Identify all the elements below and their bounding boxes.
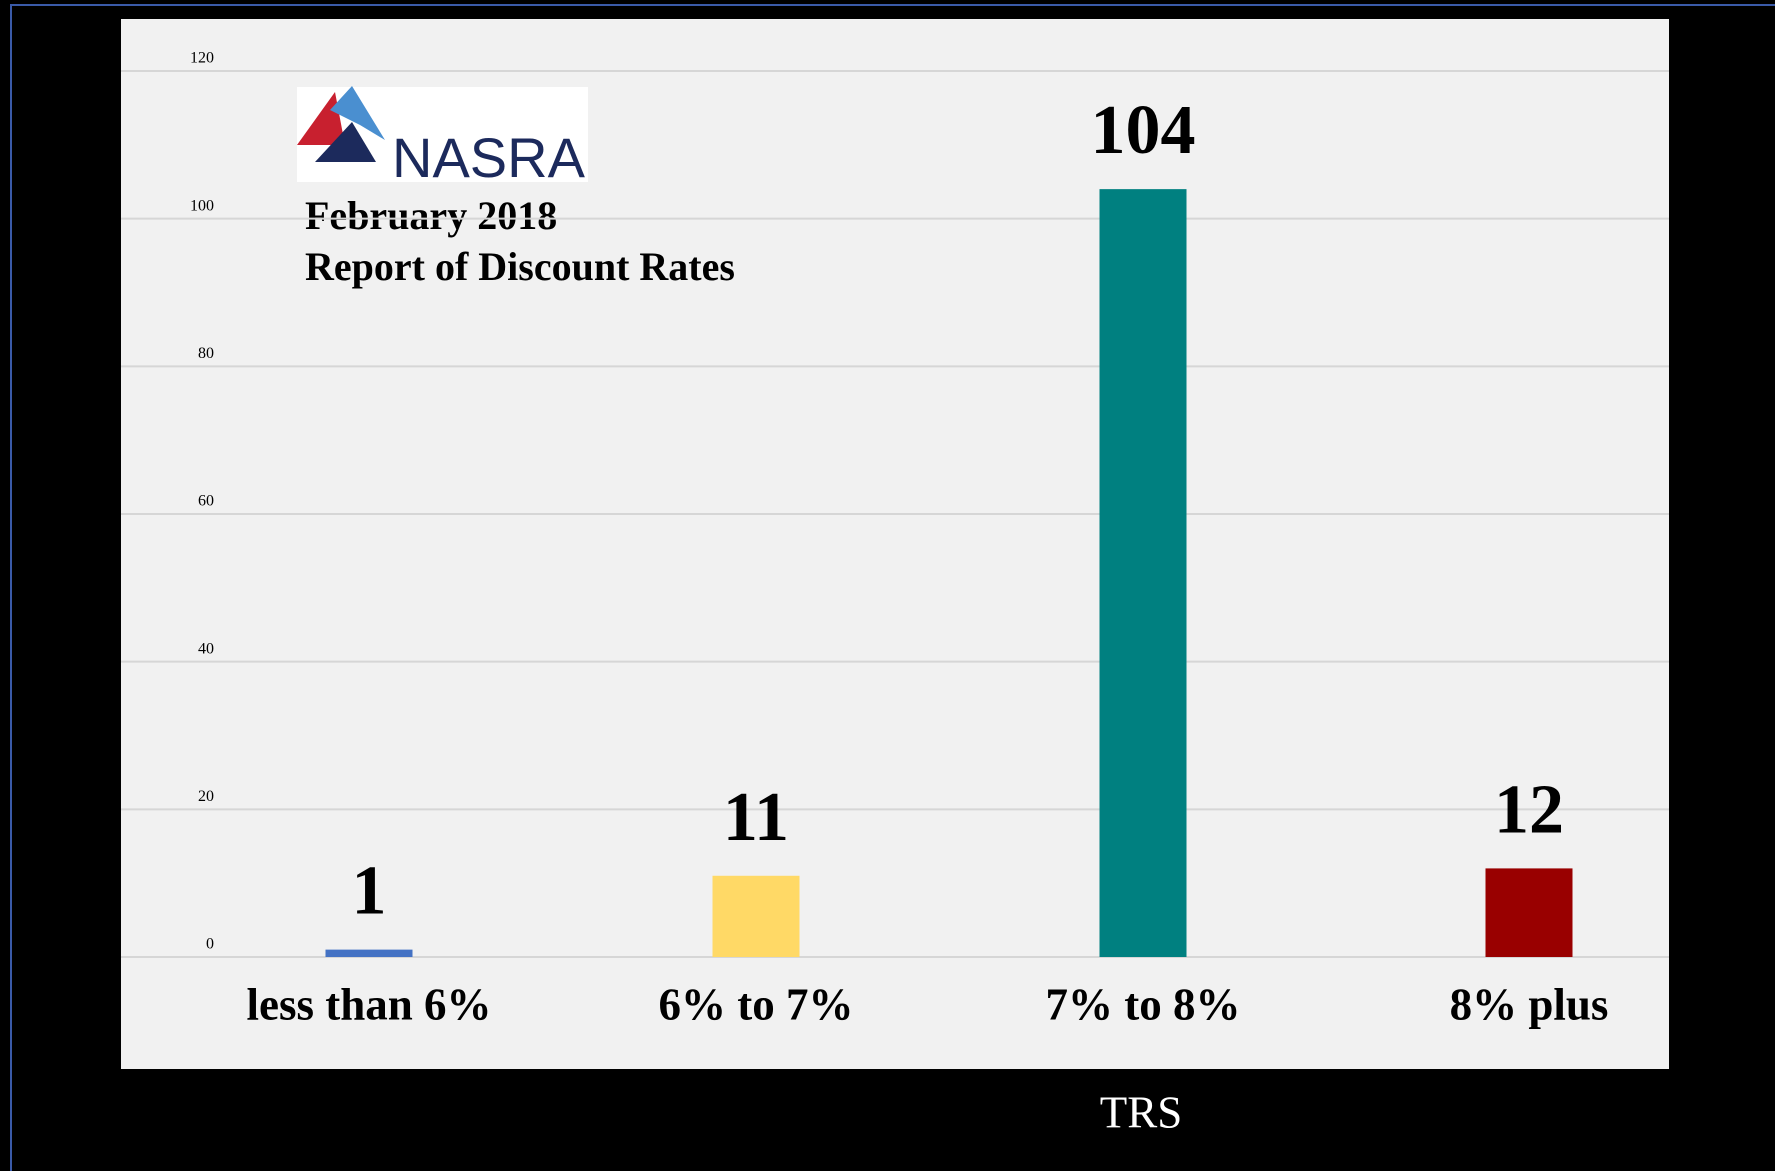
x-tick-label: 7% to 8% — [1046, 979, 1241, 1029]
logo-text: NASRA — [392, 126, 586, 189]
logo-triangle — [315, 122, 376, 162]
bar — [712, 875, 800, 957]
chart-title: February 2018 — [305, 193, 557, 238]
value-label: 12 — [1494, 771, 1564, 848]
y-tick-label: 80 — [198, 345, 214, 362]
x-tick-label: 6% to 7% — [659, 979, 854, 1029]
bar — [325, 949, 413, 957]
value-label: 1 — [352, 853, 387, 930]
y-tick-label: 60 — [198, 493, 214, 510]
bar — [1485, 868, 1573, 957]
logo-triangle — [297, 92, 345, 145]
plot-panel — [121, 19, 1669, 1069]
bar — [1099, 189, 1187, 958]
logo: NASRA — [297, 86, 588, 189]
y-tick-label: 20 — [198, 788, 214, 805]
x-axis-label: TRS — [1100, 1087, 1183, 1137]
x-tick-label: less than 6% — [246, 979, 491, 1029]
value-label: 104 — [1091, 92, 1196, 169]
y-tick-label: 0 — [206, 936, 214, 953]
logo-triangle — [330, 86, 385, 140]
y-tick-label: 120 — [190, 50, 214, 67]
y-tick-label: 100 — [190, 197, 214, 214]
chart-subtitle: Report of Discount Rates — [305, 244, 735, 289]
y-tick-label: 40 — [198, 640, 214, 657]
x-tick-label: 8% plus — [1450, 979, 1609, 1029]
value-label: 11 — [723, 779, 789, 856]
